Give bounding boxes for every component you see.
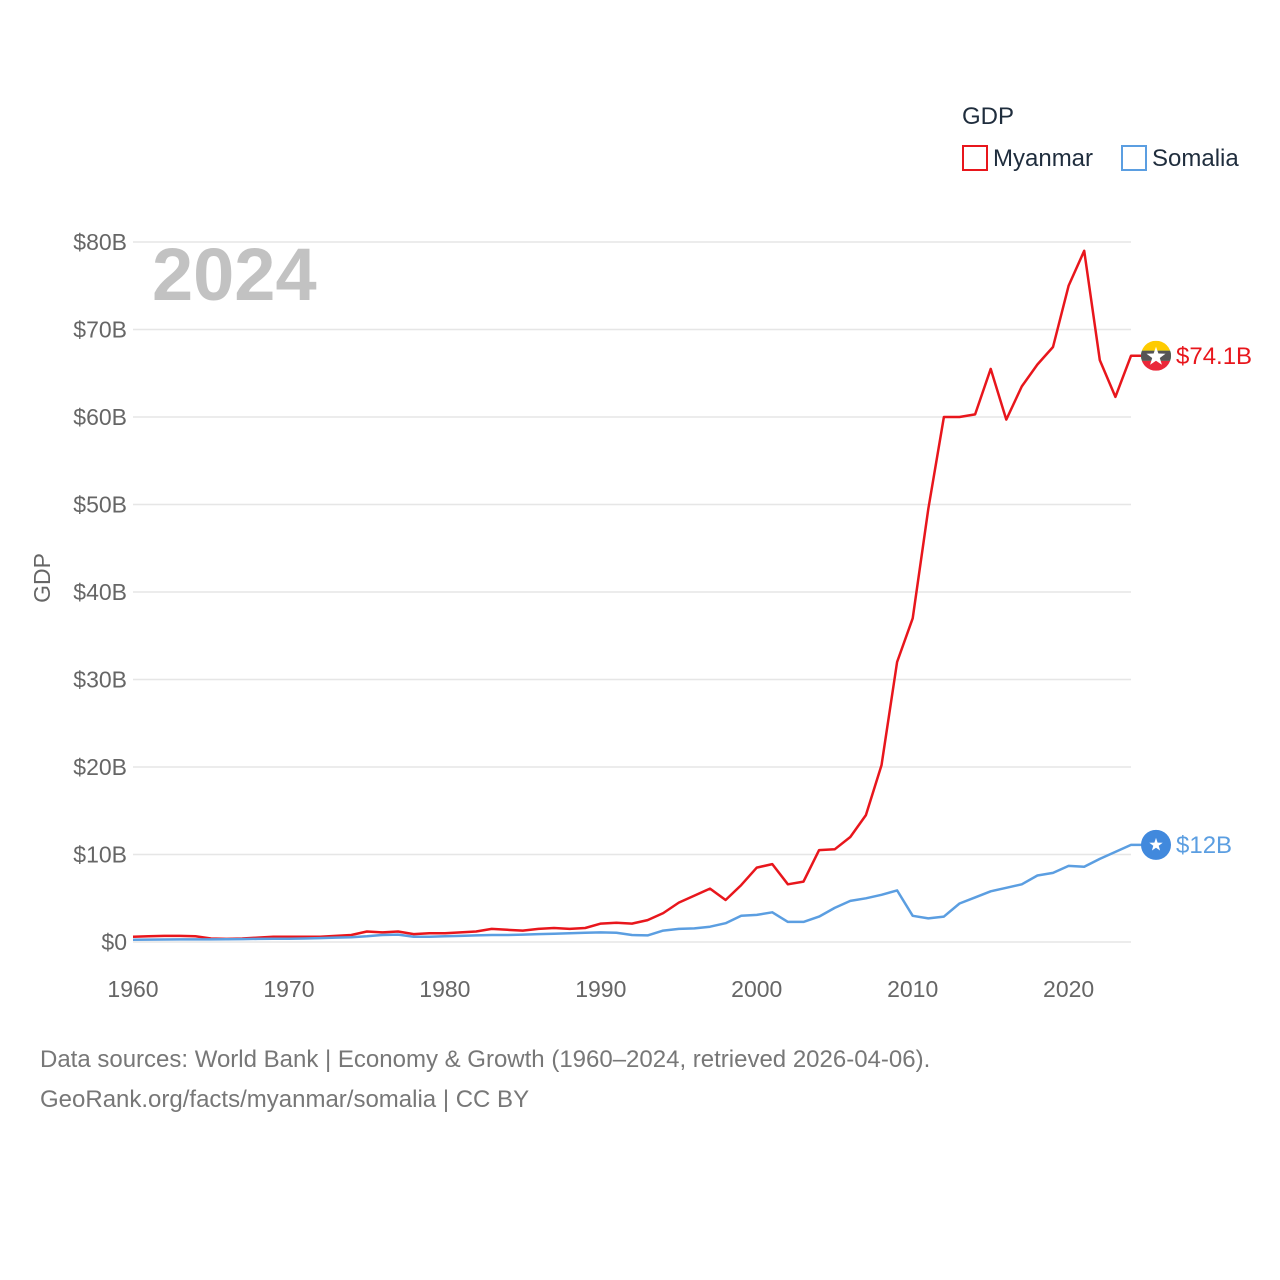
x-tick-label: 1970 <box>263 976 314 1002</box>
y-tick-label: $60B <box>73 404 127 430</box>
y-tick-label: $30B <box>73 667 127 693</box>
legend-swatch-myanmar <box>962 145 988 171</box>
somalia-flag-icon <box>1141 829 1171 860</box>
y-tick-label: $20B <box>73 754 127 780</box>
gdp-line-chart: $0$10B$20B$30B$40B$50B$60B$70B$80B 1960 1… <box>29 103 1252 1002</box>
y-tick-label: $40B <box>73 579 127 605</box>
grid-lines <box>133 241 1131 943</box>
y-axis-label: GDP <box>29 553 55 603</box>
x-tick-label: 2010 <box>887 976 938 1002</box>
y-tick-label: $0 <box>101 929 127 955</box>
legend[interactable]: GDP Myanmar Somalia <box>962 103 1239 172</box>
source-url-link[interactable]: GeoRank.org/facts/myanmar/somalia | CC B… <box>40 1086 530 1113</box>
footer: Data sources: World Bank | Economy & Gro… <box>40 1040 1240 1120</box>
legend-swatch-somalia <box>1121 145 1147 171</box>
legend-label-myanmar: Myanmar <box>993 145 1093 172</box>
x-tick-label: 1990 <box>575 976 626 1002</box>
y-axis-ticks: $0 $10B $20B $30B $40B $50B $60B $70B $80B <box>73 229 127 955</box>
series-lines <box>132 249 1143 942</box>
x-tick-label: 1980 <box>419 976 470 1002</box>
y-tick-label: $10B <box>73 842 127 868</box>
y-tick-label: $50B <box>73 492 127 518</box>
end-value-label-somalia: $12B <box>1176 832 1232 859</box>
end-value-label-myanmar: $74.1B <box>1176 343 1252 370</box>
big-year-label: 2024 <box>152 233 317 316</box>
y-tick-label: $70B <box>73 317 127 343</box>
x-axis-ticks: 1960 1970 1980 1990 2000 2010 2020 <box>107 976 1094 1002</box>
series-line-somalia[interactable] <box>132 843 1143 942</box>
x-tick-label: 1960 <box>107 976 158 1002</box>
y-tick-label: $80B <box>73 229 127 255</box>
data-sources-text: Data sources: World Bank | Economy & Gro… <box>40 1046 931 1073</box>
myanmar-flag-icon <box>1141 340 1171 371</box>
series-end-markers: $74.1B $12B <box>1141 340 1252 860</box>
legend-title: GDP <box>962 103 1014 130</box>
series-line-myanmar[interactable] <box>132 249 1143 941</box>
legend-label-somalia: Somalia <box>1152 145 1239 172</box>
legend-item-somalia[interactable]: Somalia <box>1121 145 1239 172</box>
legend-item-myanmar[interactable]: Myanmar <box>962 145 1093 172</box>
x-tick-label: 2000 <box>731 976 782 1002</box>
x-tick-label: 2020 <box>1043 976 1094 1002</box>
